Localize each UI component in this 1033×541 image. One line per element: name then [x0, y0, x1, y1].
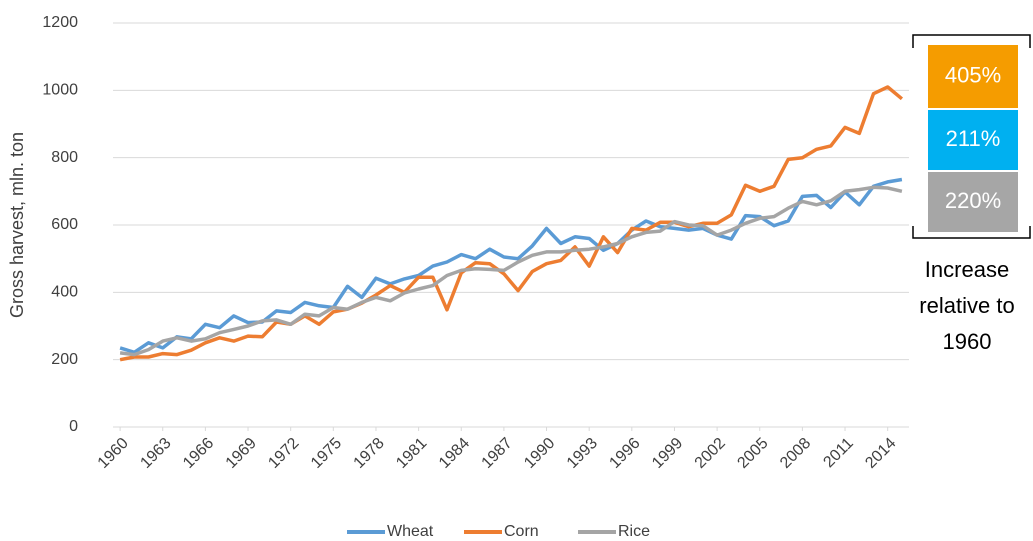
x-tick-label: 1987 [479, 435, 516, 472]
annotation-caption: 1960 [943, 329, 992, 354]
annotation-caption: relative to [919, 293, 1014, 318]
x-tick-label: 2008 [777, 435, 814, 472]
y-tick-label: 1200 [42, 14, 78, 31]
x-tick-label: 1990 [521, 435, 558, 472]
series-line [119, 177, 903, 355]
y-tick-label: 400 [51, 284, 78, 301]
annotation-caption: Increase [925, 257, 1009, 282]
x-tick-label: 1972 [265, 435, 302, 472]
bracket [912, 34, 1031, 239]
x-tick-label: 2002 [692, 435, 729, 472]
y-tick-label: 200 [51, 351, 78, 368]
y-tick-label: 600 [51, 216, 78, 233]
series-line [119, 85, 904, 362]
x-tick-label: 1981 [393, 435, 430, 472]
annotation-label: 211% [946, 126, 1001, 151]
legend-label: Rice [618, 523, 650, 540]
series-line [119, 185, 903, 357]
y-tick-label: 1000 [42, 82, 78, 99]
x-tick-label: 1975 [308, 435, 345, 472]
y-tick-label: 800 [51, 149, 78, 166]
legend-label: Wheat [387, 523, 434, 540]
x-tick-label: 1999 [649, 435, 686, 472]
annotation-box [928, 172, 1018, 232]
y-axis-label: Gross harvest, mln. ton [7, 132, 27, 318]
legend-label: Corn [504, 523, 539, 540]
annotation-label: 220% [945, 188, 1001, 213]
x-tick-label: 1996 [606, 435, 643, 472]
x-tick-label: 2011 [820, 435, 856, 471]
x-tick-label: 1969 [223, 435, 260, 472]
x-tick-label: 1984 [436, 435, 473, 472]
x-tick-label: 1978 [351, 435, 388, 472]
x-tick-label: 1960 [95, 435, 132, 472]
y-tick-label: 0 [69, 418, 78, 435]
annotation-label: 405% [945, 62, 1001, 87]
x-tick-label: 1963 [137, 435, 174, 472]
x-tick-label: 1993 [564, 435, 601, 472]
annotation-box [928, 45, 1018, 108]
x-tick-label: 1966 [180, 435, 217, 472]
x-tick-label: 2005 [734, 435, 771, 472]
annotation-box [928, 110, 1018, 170]
x-tick-label: 2014 [862, 435, 899, 472]
